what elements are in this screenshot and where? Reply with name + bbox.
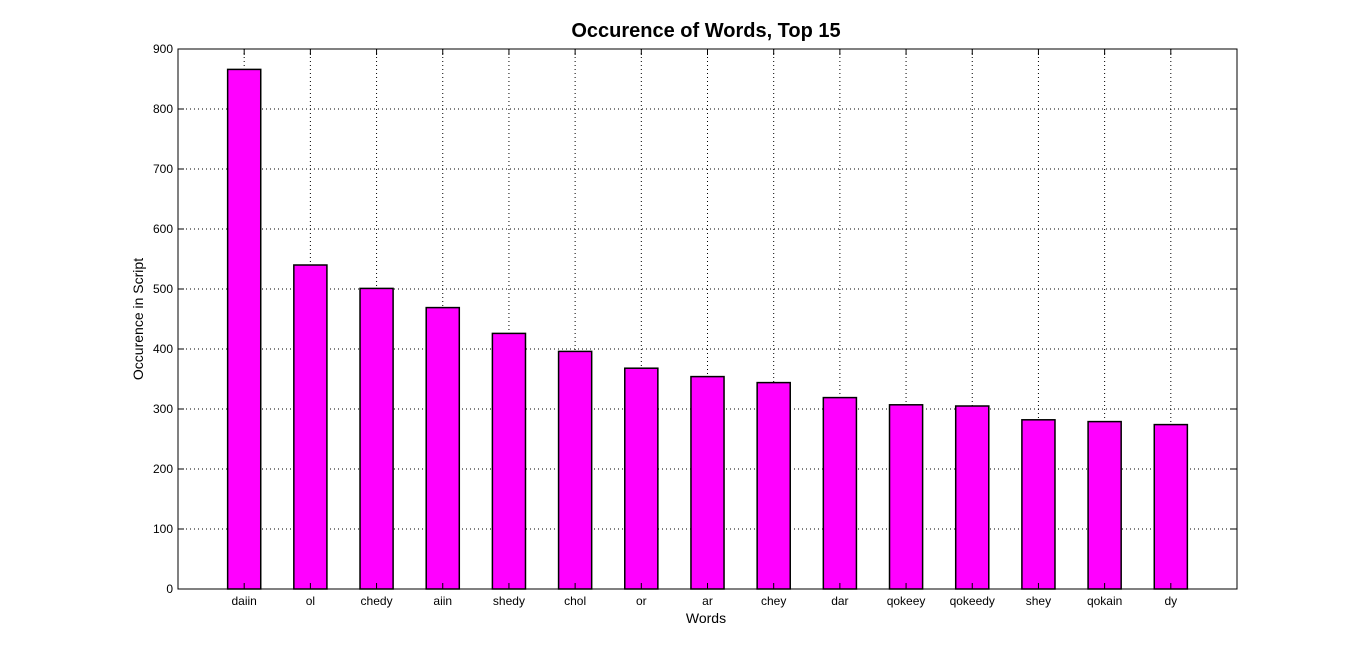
y-axis-label: Occurence in Script: [130, 258, 146, 380]
axis-ticks: 0 100 200 300 400 500 600 700 800 900 daiin ol chedy…: [153, 42, 1237, 608]
x-tick-label: qokain: [1087, 594, 1122, 608]
bar-daiin: [226, 68, 262, 590]
y-tick-label: 700: [153, 162, 173, 176]
x-tick-label: shey: [1026, 594, 1051, 608]
y-tick-label: 900: [153, 42, 173, 56]
bar-aiin: [425, 306, 461, 590]
x-tick-label: or: [636, 594, 647, 608]
y-tick-label: 100: [153, 522, 173, 536]
x-tick-label: dar: [831, 594, 848, 608]
bar-qokain: [1087, 420, 1122, 590]
x-tick-label: aiin: [433, 594, 452, 608]
x-tick-label: daiin: [232, 594, 257, 608]
grid: [178, 49, 1237, 589]
x-tick-label: chey: [761, 594, 786, 608]
y-tick-label: 800: [153, 102, 173, 116]
x-tick-label: chedy: [361, 594, 393, 608]
y-tick-label: 600: [153, 222, 173, 236]
chart-title: Occurence of Words, Top 15: [571, 20, 840, 42]
x-tick-label: qokeedy: [950, 594, 995, 608]
y-tick-label: 400: [153, 342, 173, 356]
bar-dar: [822, 396, 858, 590]
x-tick-label: shedy: [493, 594, 525, 608]
bar-dy: [1153, 423, 1189, 590]
x-axis-label: Words: [686, 610, 726, 626]
x-tick-label: dy: [1164, 594, 1177, 608]
x-tick-label: ol: [306, 594, 315, 608]
y-tick-label: 500: [153, 282, 173, 296]
bar-chedy: [359, 287, 394, 590]
bar-chol: [557, 350, 593, 590]
x-tick-label: qokeey: [887, 594, 926, 608]
bar-chey: [756, 381, 791, 590]
bar-ol: [293, 264, 328, 590]
x-tick-label: chol: [564, 594, 586, 608]
bar-qokeey: [888, 404, 924, 590]
bar-shey: [1021, 419, 1056, 590]
bar-ar: [690, 375, 725, 590]
y-tick-label: 200: [153, 462, 173, 476]
y-tick-label: 300: [153, 402, 173, 416]
bar-qokeedy: [954, 405, 990, 590]
y-tick-label: 0: [166, 582, 173, 596]
bar-or: [624, 367, 659, 590]
x-tick-label: ar: [702, 594, 713, 608]
bar-shedy: [491, 332, 527, 590]
